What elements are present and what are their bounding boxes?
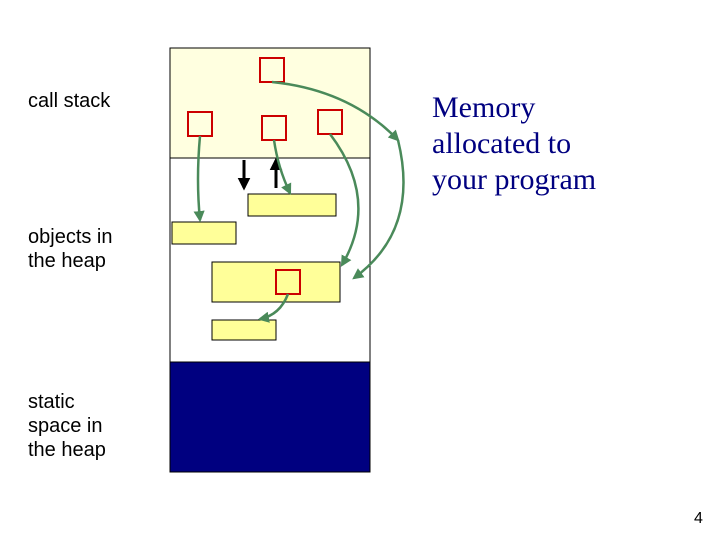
heap-obj-obj_d: [212, 320, 276, 340]
label-line: static: [28, 391, 75, 413]
label-objects-heap: objects in the heap: [28, 225, 113, 273]
page-number: 4: [694, 510, 703, 528]
heap-obj-obj_a: [248, 194, 336, 216]
label-static-space: static space in the heap: [28, 390, 106, 462]
label-line: objects in: [28, 226, 113, 248]
label-line: the heap: [28, 250, 106, 272]
region-static: [170, 362, 370, 472]
diagram-title: Memory allocated to your program: [432, 90, 596, 198]
title-line: Memory: [432, 91, 535, 124]
title-line: allocated to: [432, 127, 571, 160]
label-line: the heap: [28, 439, 106, 461]
heap-obj-obj_b: [172, 222, 236, 244]
label-call-stack: call stack: [28, 90, 110, 113]
title-line: your program: [432, 163, 596, 196]
label-line: space in: [28, 415, 103, 437]
